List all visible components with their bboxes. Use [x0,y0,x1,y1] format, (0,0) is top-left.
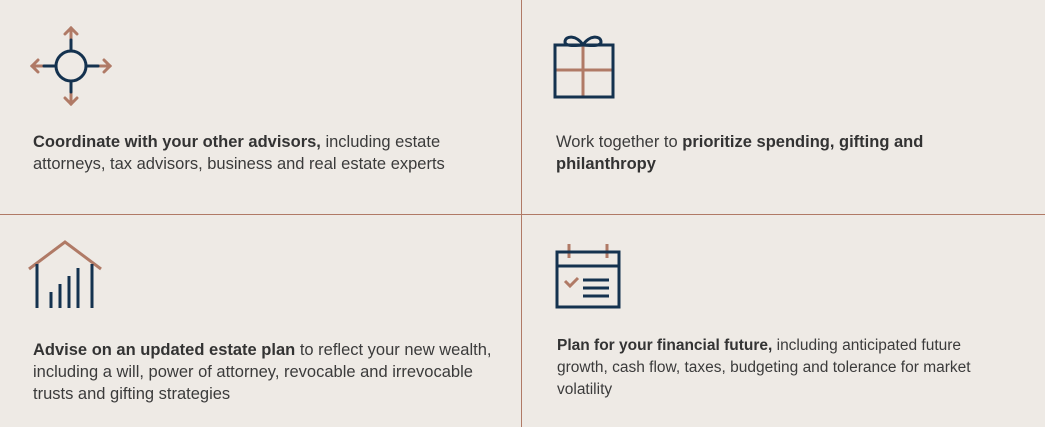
calendar-checklist-icon [555,244,621,309]
arrows-compass-icon [30,26,112,106]
horizontal-divider [0,214,1045,215]
card-text: Plan for your financial future, includin… [557,337,971,398]
card-text: Coordinate with your other advisors, inc… [33,133,445,173]
gift-icon [553,35,615,99]
house-chart-icon [28,240,102,308]
vertical-divider [521,0,522,427]
card-text: Work together to prioritize spending, gi… [556,133,924,173]
card-text: Advise on an updated estate plan to refl… [33,341,492,403]
